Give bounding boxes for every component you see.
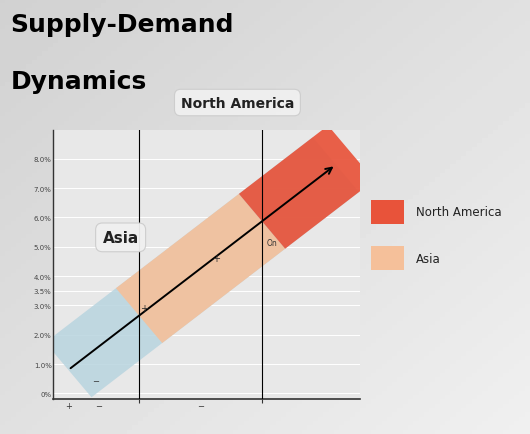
Text: On: On	[267, 239, 277, 248]
Text: North America: North America	[181, 96, 294, 110]
Text: North America: North America	[416, 206, 501, 219]
Text: −: −	[95, 401, 103, 410]
Text: −: −	[93, 376, 100, 385]
Text: +: +	[65, 401, 72, 410]
Text: +: +	[140, 303, 148, 313]
Text: Dynamics: Dynamics	[11, 69, 147, 93]
Polygon shape	[45, 138, 359, 398]
Text: Supply-Demand: Supply-Demand	[11, 13, 234, 37]
Text: Asia: Asia	[102, 230, 139, 245]
Text: Asia: Asia	[416, 252, 440, 265]
Polygon shape	[239, 126, 374, 249]
Bar	[371, 247, 404, 271]
Text: +: +	[212, 254, 220, 264]
Polygon shape	[116, 194, 285, 343]
Text: −: −	[197, 401, 204, 410]
Bar	[371, 201, 404, 225]
